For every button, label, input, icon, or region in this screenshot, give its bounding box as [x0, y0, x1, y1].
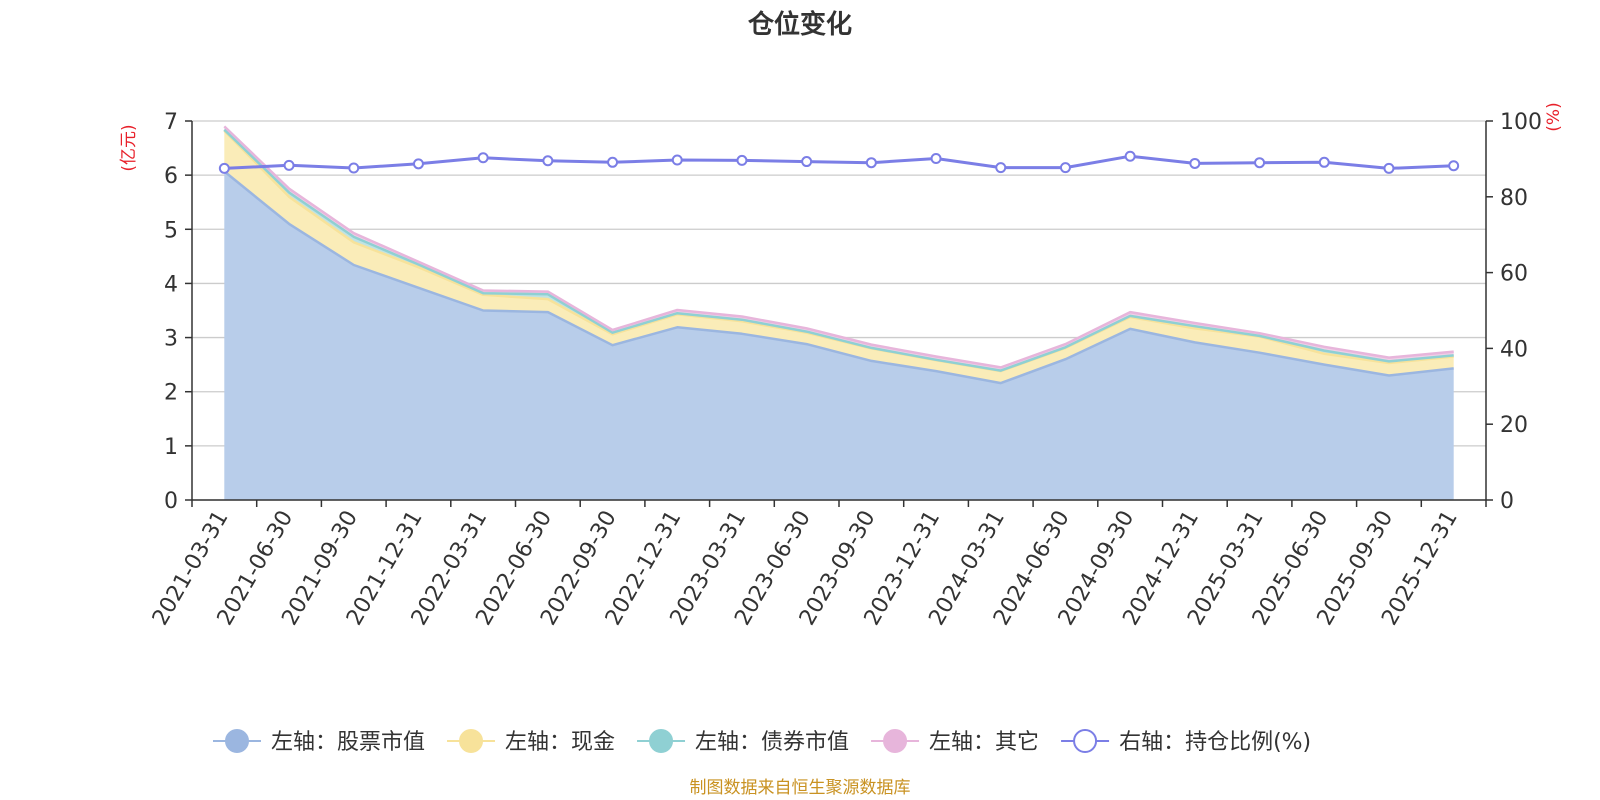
- left-tick-label-2: 2: [164, 381, 178, 406]
- right-tick-label-40: 40: [1500, 337, 1528, 362]
- left-tick-label-0: 0: [164, 489, 178, 514]
- ratio-point-2022-06-30: [542, 155, 554, 167]
- ratio-point-2021-06-30: [283, 159, 295, 171]
- line-series-2: [223, 128, 1454, 372]
- right-axis-ticks: 0 20 40 60 80 100: [1486, 110, 1542, 514]
- ratio-point-2022-09-30: [607, 156, 619, 168]
- legend-label-1: 左轴：现金: [505, 730, 615, 755]
- left-axis-unit: (亿元): [119, 124, 139, 171]
- legend-item-1[interactable]: 左轴：现金: [447, 729, 615, 755]
- ratio-point-2021-03-31: [218, 162, 230, 174]
- ratio-point-2024-06-30: [1059, 162, 1071, 174]
- ratio-point-2021-12-31: [412, 158, 424, 170]
- legend-swatch-4: [1073, 729, 1098, 753]
- ratio-point-2023-06-30: [801, 156, 813, 168]
- right-tick-label-100: 100: [1500, 110, 1542, 135]
- left-tick-label-7: 7: [164, 110, 178, 135]
- left-tick-label-5: 5: [164, 218, 178, 243]
- ratio-point-2024-03-31: [995, 162, 1007, 174]
- data-source-note: 制图数据来自恒生聚源数据库: [690, 778, 911, 798]
- ratio-markers: [218, 150, 1460, 174]
- ratio-point-2025-06-30: [1318, 156, 1330, 168]
- left-tick-label-6: 6: [164, 164, 178, 189]
- left-axis-ticks: 0 1 2 3 4 5 6 7: [164, 110, 192, 514]
- ratio-point-2022-03-31: [477, 152, 489, 164]
- right-tick-label-80: 80: [1500, 186, 1528, 211]
- line-series-3: [223, 125, 1454, 369]
- right-tick-label-20: 20: [1500, 413, 1528, 438]
- right-tick-label-60: 60: [1500, 262, 1528, 287]
- series-lines: [223, 125, 1454, 385]
- ratio-point-2024-12-31: [1189, 157, 1201, 169]
- legend-item-3[interactable]: 左轴：其它: [871, 729, 1039, 755]
- legend-label-3: 左轴：其它: [929, 730, 1039, 755]
- ratio-point-2024-09-30: [1124, 150, 1136, 162]
- legend-swatch-1: [459, 729, 484, 753]
- x-axis-ticks: 2021-03-312021-06-302021-09-302021-12-31…: [148, 500, 1487, 630]
- stacked-areas: [224, 126, 1454, 500]
- legend: 左轴：股票市值 左轴：现金 左轴：债券市值 左轴：其它 右轴：持仓比例(%): [213, 729, 1311, 755]
- left-tick-label-4: 4: [164, 272, 178, 297]
- ratio-point-2023-09-30: [865, 157, 877, 169]
- legend-label-4: 右轴：持仓比例(%): [1119, 730, 1311, 755]
- right-tick-label-0: 0: [1500, 489, 1514, 514]
- legend-swatch-3: [883, 729, 908, 753]
- ratio-point-2025-03-31: [1254, 157, 1266, 169]
- legend-item-2[interactable]: 左轴：债券市值: [637, 729, 849, 755]
- legend-item-4[interactable]: 右轴：持仓比例(%): [1061, 729, 1311, 755]
- left-tick-label-3: 3: [164, 327, 178, 352]
- legend-label-2: 左轴：债券市值: [695, 730, 849, 755]
- legend-item-0[interactable]: 左轴：股票市值: [213, 729, 425, 755]
- legend-label-0: 左轴：股票市值: [271, 730, 425, 755]
- line-series-0: [223, 170, 1454, 385]
- area-series-0: [224, 171, 1454, 500]
- ratio-point-2022-12-31: [671, 154, 683, 166]
- ratio-point-2023-12-31: [930, 153, 942, 165]
- left-tick-label-1: 1: [164, 435, 178, 460]
- legend-swatch-2: [649, 729, 674, 753]
- right-axis-unit: (%): [1544, 102, 1564, 131]
- ratio-point-2023-03-31: [736, 154, 748, 166]
- ratio-point-2025-12-31: [1448, 160, 1460, 172]
- legend-swatch-0: [225, 729, 249, 753]
- chart-title: 仓位变化: [747, 9, 852, 40]
- ratio-line: [224, 154, 1454, 170]
- ratio-point-2021-09-30: [348, 162, 360, 174]
- ratio-point-2025-09-30: [1383, 162, 1395, 174]
